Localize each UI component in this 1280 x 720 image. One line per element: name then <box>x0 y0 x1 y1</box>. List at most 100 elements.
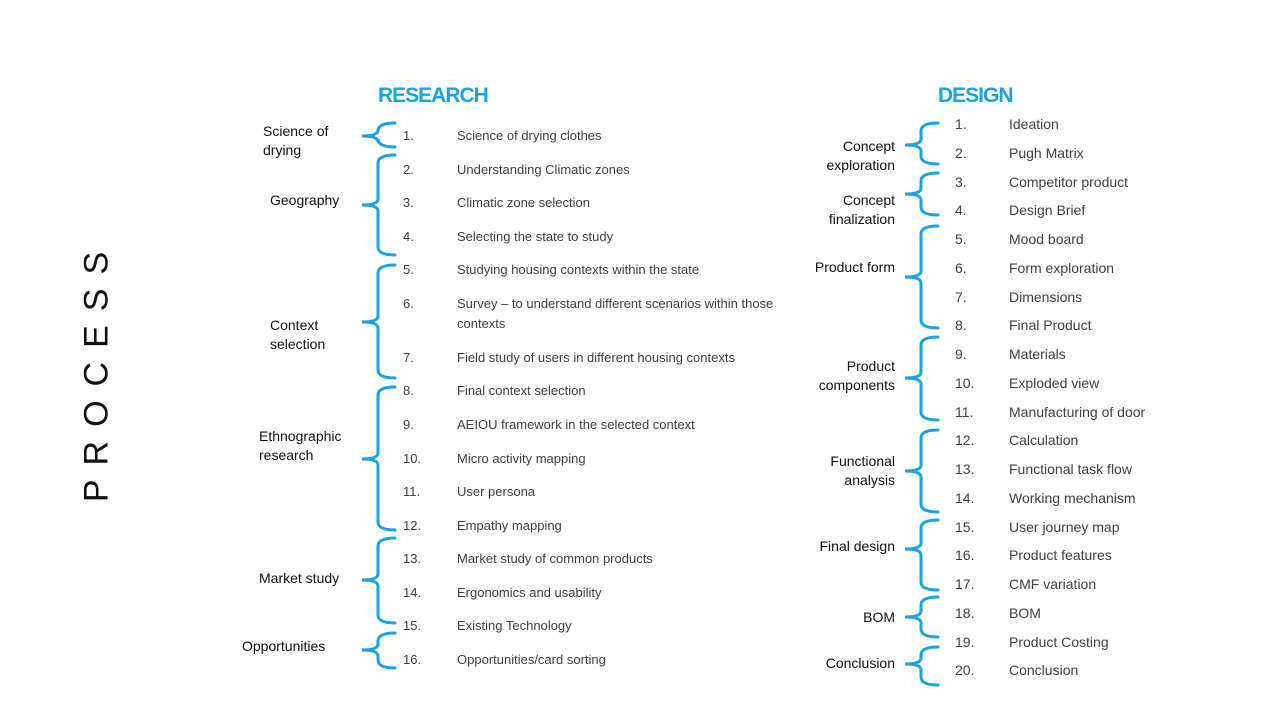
design-item-number: 17. <box>955 576 975 592</box>
research-item-text: Selecting the state to study <box>457 229 614 244</box>
research-item-text: Ergonomics and usability <box>457 585 602 600</box>
design-item-text: CMF variation <box>1009 576 1097 592</box>
design-bracket <box>904 335 940 422</box>
design-bracket <box>904 224 940 330</box>
design-item-number: 11. <box>955 403 974 420</box>
research-item-number: 12. <box>403 518 422 533</box>
design-item-text: Pugh Matrix <box>1009 144 1084 161</box>
research-item-number: 1. <box>403 128 414 143</box>
design-item-text: Mood board <box>1009 231 1084 247</box>
design-group-label: Concept exploration <box>826 138 896 173</box>
design-item-number: 18. <box>955 604 975 621</box>
research-bracket <box>361 121 397 149</box>
design-item-text: Product features <box>1009 547 1112 564</box>
research-item-number: 10. <box>403 451 422 466</box>
design-item-number: 14. <box>955 489 975 506</box>
research-bracket <box>361 153 397 257</box>
research-heading: RESEARCH <box>378 84 489 107</box>
design-item-text: BOM <box>1009 604 1041 621</box>
design-item-text: User journey map <box>1009 518 1120 535</box>
research-item-text: Field study of users in different housin… <box>457 350 735 365</box>
research-item-number: 7. <box>403 350 414 365</box>
research-item-text: Final context selection <box>457 383 586 398</box>
design-item-number: 5. <box>955 231 967 247</box>
design-item-number: 2. <box>955 144 967 161</box>
design-item-number: 10. <box>955 374 975 391</box>
research-item-number: 4. <box>403 229 414 244</box>
design-item-number: 4. <box>955 202 967 219</box>
design-item-text: Materials <box>1009 346 1066 362</box>
research-item-text: Existing Technology <box>457 618 572 633</box>
design-bracket <box>904 428 940 514</box>
design-item-number: 16. <box>955 547 975 564</box>
design-item-number: 3. <box>955 173 967 190</box>
research-item-number: 14. <box>403 585 422 600</box>
research-item-text: User persona <box>457 484 536 499</box>
design-group-label: Product components <box>818 358 895 393</box>
design-item-number: 12. <box>955 432 975 449</box>
design-item-text: Dimensions <box>1009 288 1083 305</box>
design-bracket <box>904 645 940 687</box>
design-group-label: Functional analysis <box>830 453 895 488</box>
research-group-label: Opportunities <box>242 638 326 654</box>
research-item-text: Science of drying clothes <box>457 128 602 143</box>
research-group-label: Ethnographic research <box>259 428 342 463</box>
design-item-number: 1. <box>955 116 967 132</box>
design-group-label: Conclusion <box>825 655 895 671</box>
design-item-text: Product Costing <box>1009 633 1109 650</box>
design-heading: DESIGN <box>938 84 1014 107</box>
design-bracket <box>904 171 940 217</box>
design-item-text: Design Brief <box>1009 202 1086 219</box>
research-item-number: 8. <box>403 383 414 398</box>
research-item-text: Survey – to understand different scenari… <box>457 296 774 331</box>
design-item-text: Working mechanism <box>1009 489 1136 506</box>
research-item-number: 15. <box>403 618 422 633</box>
research-item-text: Opportunities/card sorting <box>457 652 606 667</box>
design-item-text: Manufacturing of door <box>1009 403 1146 420</box>
research-item-number: 6. <box>403 296 414 311</box>
design-bracket <box>904 518 940 592</box>
research-group-label: Science of drying <box>263 123 329 158</box>
design-group-label: Concept finalization <box>828 192 895 227</box>
design-item-number: 6. <box>955 259 967 276</box>
design-bracket <box>904 121 940 166</box>
design-item-text: Conclusion <box>1009 662 1079 679</box>
research-item-text: Climatic zone selection <box>457 195 590 210</box>
research-item-number: 11. <box>403 484 421 499</box>
design-item-text: Functional task flow <box>1009 461 1132 477</box>
research-bracket <box>361 631 397 670</box>
research-group-label: Context selection <box>270 317 326 352</box>
research-item-text: AEIOU framework in the selected context <box>457 417 695 432</box>
research-group-label: Market study <box>259 570 340 586</box>
research-item-text: Market study of common products <box>457 551 653 566</box>
design-item-text: Final Product <box>1009 317 1092 334</box>
research-item-text: Studying housing contexts within the sta… <box>457 262 700 277</box>
design-group-label: Product form <box>814 259 895 275</box>
research-item-number: 13. <box>403 551 422 566</box>
research-item-number: 16. <box>403 652 422 667</box>
design-item-number: 15. <box>955 518 975 535</box>
research-item-number: 5. <box>403 262 414 277</box>
research-item-text: Micro activity mapping <box>457 451 586 466</box>
research-bracket <box>361 263 397 380</box>
design-item-number: 19. <box>955 633 975 650</box>
design-item-text: Competitor product <box>1009 173 1129 190</box>
design-item-text: Exploded view <box>1009 374 1100 391</box>
research-item-number: 9. <box>403 417 414 432</box>
design-item-number: 7. <box>955 288 967 305</box>
design-group-label: Final design <box>819 538 896 554</box>
research-bracket <box>361 385 397 532</box>
research-group-label: Geography <box>270 192 340 208</box>
design-item-number: 13. <box>955 461 975 477</box>
research-bracket <box>361 536 397 625</box>
design-item-number: 20. <box>955 662 975 679</box>
research-item-number: 2. <box>403 162 414 177</box>
design-item-text: Calculation <box>1009 432 1079 449</box>
design-item-text: Form exploration <box>1009 259 1115 276</box>
design-item-number: 9. <box>955 346 967 362</box>
research-item-text: Empathy mapping <box>457 518 562 533</box>
design-item-text: Ideation <box>1009 116 1059 132</box>
research-item-number: 3. <box>403 195 414 210</box>
research-item-text: Understanding Climatic zones <box>457 162 630 177</box>
